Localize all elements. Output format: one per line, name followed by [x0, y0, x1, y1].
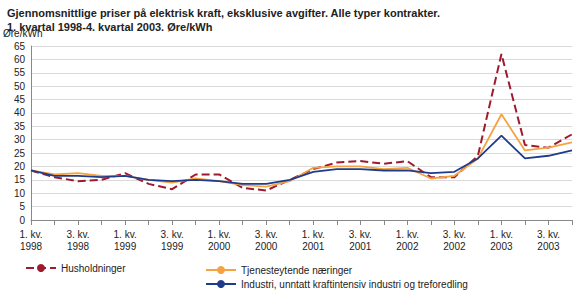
svg-text:1. kv.: 1. kv.	[490, 229, 513, 240]
svg-text:1999: 1999	[114, 241, 137, 252]
svg-text:60: 60	[14, 54, 26, 65]
svg-text:3. kv.: 3. kv.	[161, 229, 184, 240]
svg-text:3. kv.: 3. kv.	[66, 229, 89, 240]
svg-text:15: 15	[14, 174, 26, 185]
svg-text:20: 20	[14, 161, 26, 172]
svg-text:3. kv.: 3. kv.	[443, 229, 466, 240]
svg-text:10: 10	[14, 188, 26, 199]
svg-text:1998: 1998	[67, 241, 90, 252]
svg-text:2000: 2000	[208, 241, 231, 252]
svg-text:2002: 2002	[443, 241, 466, 252]
svg-text:5: 5	[19, 201, 25, 212]
svg-text:25: 25	[14, 148, 26, 159]
svg-text:2001: 2001	[349, 241, 372, 252]
svg-text:Husholdninger: Husholdninger	[61, 263, 126, 274]
svg-text:3. kv.: 3. kv.	[255, 229, 278, 240]
svg-text:35: 35	[14, 121, 26, 132]
svg-text:3. kv.: 3. kv.	[349, 229, 372, 240]
svg-text:1. kv.: 1. kv.	[114, 229, 137, 240]
svg-text:Tjenesteytende næringer: Tjenesteytende næringer	[241, 265, 353, 276]
svg-text:30: 30	[14, 134, 26, 145]
svg-text:55: 55	[14, 67, 26, 78]
svg-text:65: 65	[14, 41, 26, 52]
svg-text:40: 40	[14, 107, 26, 118]
svg-text:1. kv.: 1. kv.	[302, 229, 325, 240]
svg-text:1998: 1998	[20, 241, 43, 252]
svg-text:1. kv.: 1. kv.	[19, 229, 42, 240]
svg-text:1. kv.: 1. kv.	[208, 229, 231, 240]
svg-text:1. kv.: 1. kv.	[396, 229, 419, 240]
svg-text:50: 50	[14, 81, 26, 92]
svg-text:Industri, unntatt kraftintensi: Industri, unntatt kraftintensiv industri…	[241, 279, 468, 290]
svg-text:2000: 2000	[255, 241, 278, 252]
svg-text:Gjennomsnittlige priser på ele: Gjennomsnittlige priser på elektrisk kra…	[7, 7, 440, 19]
svg-text:2001: 2001	[302, 241, 325, 252]
svg-text:45: 45	[14, 94, 26, 105]
svg-text:3. kv.: 3. kv.	[537, 229, 560, 240]
svg-text:1. kvartal 1998-4. kvartal 200: 1. kvartal 1998-4. kvartal 2003. Øre/kWh	[7, 21, 213, 33]
svg-text:2003: 2003	[490, 241, 513, 252]
svg-text:1999: 1999	[161, 241, 184, 252]
svg-text:0: 0	[19, 215, 25, 226]
svg-text:2002: 2002	[396, 241, 419, 252]
svg-text:2003: 2003	[537, 241, 560, 252]
